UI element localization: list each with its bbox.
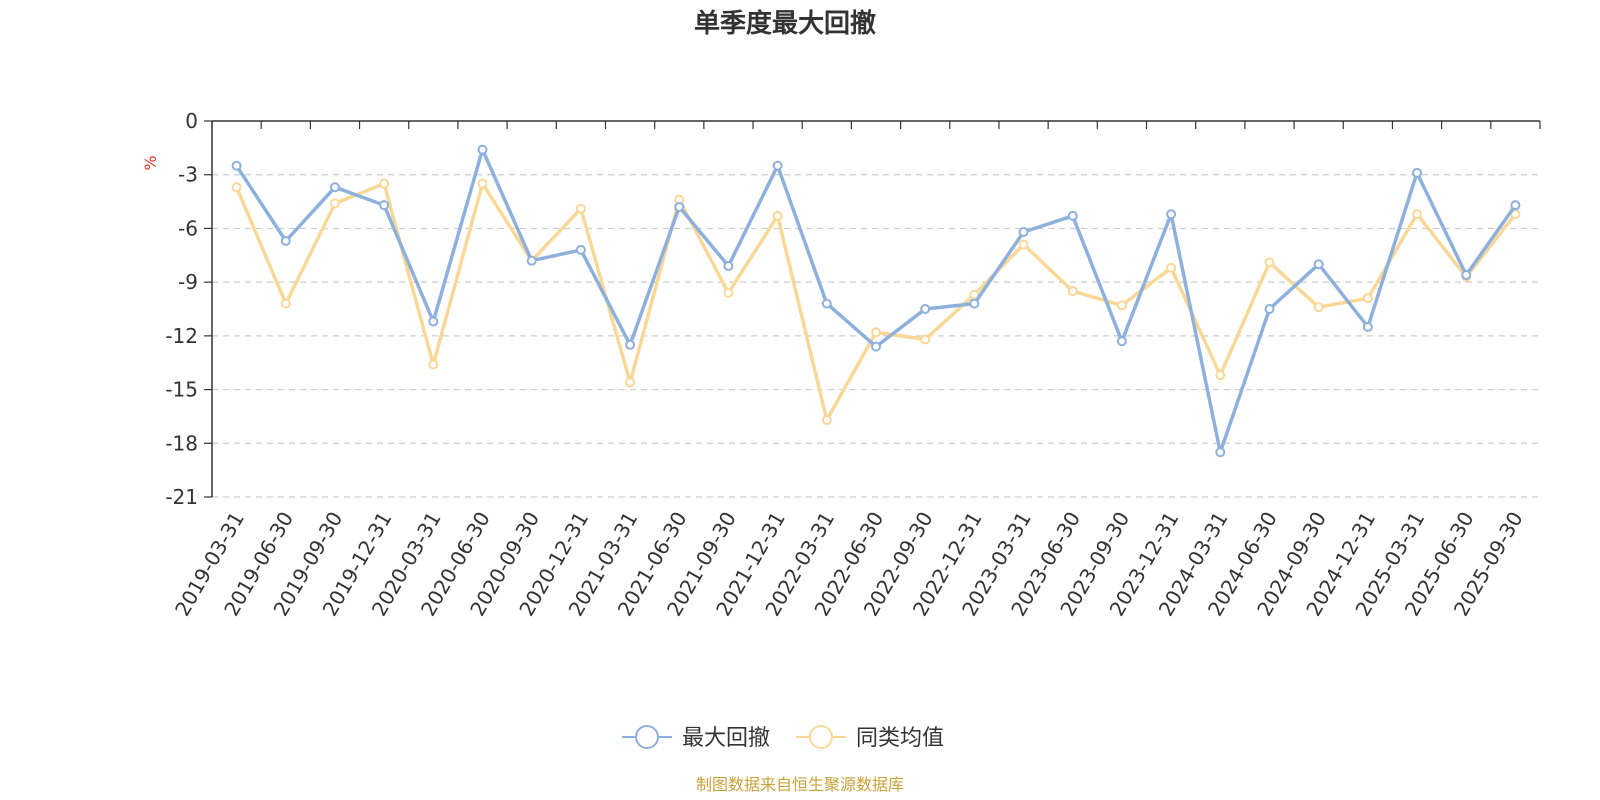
data-point: [821, 298, 832, 309]
data-point: [1018, 227, 1029, 238]
data-point: [526, 255, 537, 266]
series-line: [235, 147, 1517, 454]
series-1: [231, 144, 1521, 458]
data-point: [1215, 447, 1226, 458]
legend[interactable]: 最大回撤 同类均值: [622, 725, 944, 751]
data-point: [1116, 336, 1127, 347]
data-point: [428, 316, 439, 327]
y-tick-label: -3: [178, 163, 198, 187]
legend-item-2[interactable]: 同类均值: [796, 725, 944, 751]
data-point: [1412, 209, 1423, 220]
data-point: [920, 334, 931, 345]
data-point: [1116, 300, 1127, 311]
data-point: [1461, 269, 1472, 280]
data-point: [379, 200, 390, 211]
data-point: [674, 201, 685, 212]
chart-title: 单季度最大回撤: [694, 8, 876, 39]
data-point: [969, 298, 980, 309]
y-tick-label: -21: [165, 485, 198, 509]
data-point: [280, 235, 291, 246]
data-point: [1018, 239, 1029, 250]
legend-item-1[interactable]: 最大回撤: [622, 725, 770, 751]
data-point: [871, 327, 881, 338]
data-point: [1264, 304, 1275, 314]
data-point: [477, 144, 488, 155]
data-point: [772, 210, 783, 221]
series-layer: [231, 144, 1521, 458]
axes: [204, 120, 1541, 498]
data-point: [477, 178, 488, 189]
data-point: [428, 359, 439, 370]
legend-label: 同类均值: [856, 726, 944, 751]
y-tick-label: -12: [165, 324, 198, 348]
data-point: [723, 261, 734, 272]
data-point: [723, 287, 734, 298]
legend-label: 最大回撤: [682, 726, 770, 751]
y-tick-label: -6: [178, 216, 198, 240]
data-point: [379, 178, 390, 189]
data-point: [1264, 257, 1275, 268]
data-point: [280, 298, 291, 309]
data-point: [1067, 286, 1078, 297]
data-point: [772, 160, 783, 171]
data-point: [1362, 321, 1373, 332]
series-line: [234, 181, 1517, 422]
data-point: [1313, 259, 1324, 270]
data-point: [871, 341, 881, 352]
data-point: [1412, 167, 1423, 178]
data-point: [231, 182, 242, 193]
data-point: [329, 182, 340, 193]
data-point: [1166, 209, 1177, 220]
data-point: [575, 203, 586, 214]
data-point: [625, 377, 636, 388]
y-tick-label: -15: [165, 378, 198, 402]
y-axis-unit: %: [141, 155, 160, 170]
legend-marker: [635, 725, 659, 749]
data-point: [1362, 293, 1373, 304]
data-point: [1313, 302, 1324, 313]
data-source-note: 制图数据来自恒生聚源数据库: [696, 775, 904, 794]
data-point: [920, 304, 931, 314]
data-point: [231, 160, 242, 171]
data-point: [1166, 262, 1177, 273]
y-tick-label: -9: [178, 270, 198, 294]
data-point: [1510, 200, 1521, 211]
data-point: [1215, 370, 1226, 381]
data-point: [1067, 210, 1078, 221]
x-tick-labels: 2019-03-312019-06-302019-09-302019-12-31…: [170, 508, 1528, 621]
data-point: [821, 415, 832, 426]
data-point: [575, 244, 586, 255]
y-tick-label: -18: [165, 431, 198, 455]
y-tick-labels: 0 -3 -6 -9 -12 -15 -18 -21: [165, 109, 198, 509]
data-point: [329, 198, 340, 209]
legend-marker: [809, 725, 833, 749]
y-tick-label: 0: [185, 109, 198, 133]
data-point: [625, 339, 636, 350]
